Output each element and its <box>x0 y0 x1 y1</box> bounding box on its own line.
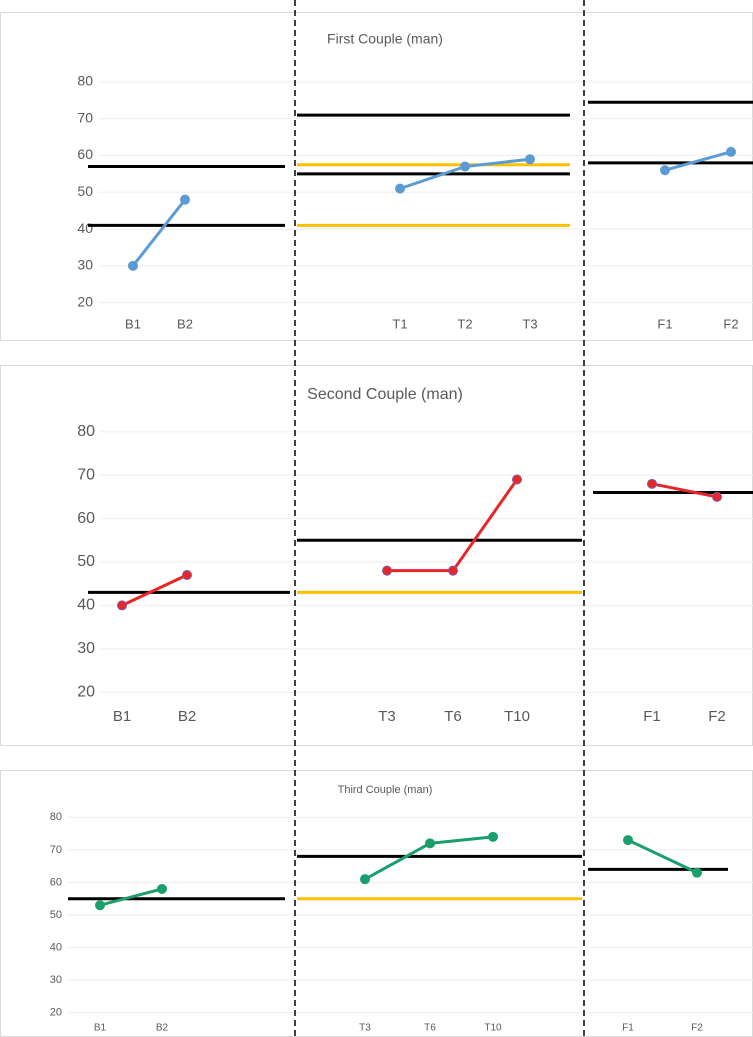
panel <box>1 366 753 746</box>
figure: First Couple (man) 20 30 40 50 60 70 80 B1 B2 T1 T2… <box>0 0 753 1037</box>
y-tick-label: 70 <box>77 466 95 483</box>
x-tick-label: B2 <box>177 316 193 331</box>
x-tick-label: F2 <box>708 708 726 725</box>
x-tick-label: F2 <box>691 1023 703 1034</box>
x-tick-label: T1 <box>392 316 407 331</box>
data-point <box>526 155 535 164</box>
y-tick-label: 30 <box>77 640 95 657</box>
x-tick-label: T6 <box>424 1023 436 1034</box>
x-tick-label: B2 <box>178 708 196 725</box>
data-point <box>513 475 522 484</box>
y-tick-label: 20 <box>77 293 93 309</box>
x-tick-label: B1 <box>113 708 131 725</box>
y-tick-label: 80 <box>77 73 93 89</box>
x-tick-label: T3 <box>378 708 396 725</box>
data-point <box>624 836 633 845</box>
data-point <box>181 195 190 204</box>
chart-title: Third Couple (man) <box>338 784 433 796</box>
y-tick-label: 60 <box>50 876 62 888</box>
x-tick-label: T2 <box>457 316 472 331</box>
panel <box>1 771 753 1037</box>
y-tick-label: 60 <box>77 510 95 527</box>
x-tick-label: F1 <box>622 1023 634 1034</box>
y-tick-label: 30 <box>77 257 93 273</box>
data-point <box>361 875 370 884</box>
data-point <box>426 839 435 848</box>
data-point <box>129 261 138 270</box>
x-tick-label: F1 <box>657 316 672 331</box>
data-point <box>693 868 702 877</box>
data-point <box>118 601 127 610</box>
y-tick-label: 70 <box>77 109 93 125</box>
x-tick-label: T10 <box>484 1023 502 1034</box>
y-tick-label: 30 <box>50 974 62 986</box>
chart-title: Second Couple (man) <box>307 386 463 403</box>
x-tick-label: T10 <box>504 708 530 725</box>
panel <box>1 13 753 341</box>
data-point <box>183 571 192 580</box>
data-point <box>727 147 736 156</box>
y-tick-label: 20 <box>50 1007 62 1019</box>
y-tick-label: 40 <box>50 941 62 953</box>
x-tick-label: F1 <box>643 708 661 725</box>
y-tick-label: 50 <box>77 553 95 570</box>
data-point <box>648 479 657 488</box>
data-point <box>383 566 392 575</box>
x-tick-label: T3 <box>359 1023 371 1034</box>
y-tick-label: 20 <box>77 684 95 701</box>
data-point <box>96 901 105 910</box>
x-tick-label: T6 <box>444 708 462 725</box>
data-point <box>396 184 405 193</box>
x-tick-label: T3 <box>522 316 537 331</box>
x-tick-label: F2 <box>723 316 738 331</box>
y-tick-label: 80 <box>77 423 95 440</box>
data-point <box>461 162 470 171</box>
x-tick-label: B1 <box>125 316 141 331</box>
data-point <box>158 884 167 893</box>
data-point <box>449 566 458 575</box>
chart-title: First Couple (man) <box>327 31 443 47</box>
y-tick-label: 80 <box>50 811 62 823</box>
x-tick-label: B1 <box>94 1023 107 1034</box>
data-point <box>489 832 498 841</box>
y-tick-label: 50 <box>77 183 93 199</box>
y-tick-label: 70 <box>50 844 62 856</box>
y-tick-label: 40 <box>77 597 95 614</box>
data-point <box>661 166 670 175</box>
y-tick-label: 60 <box>77 146 93 162</box>
y-tick-label: 40 <box>77 220 93 236</box>
y-tick-label: 50 <box>50 909 62 921</box>
x-tick-label: B2 <box>156 1023 169 1034</box>
data-point <box>713 492 722 501</box>
